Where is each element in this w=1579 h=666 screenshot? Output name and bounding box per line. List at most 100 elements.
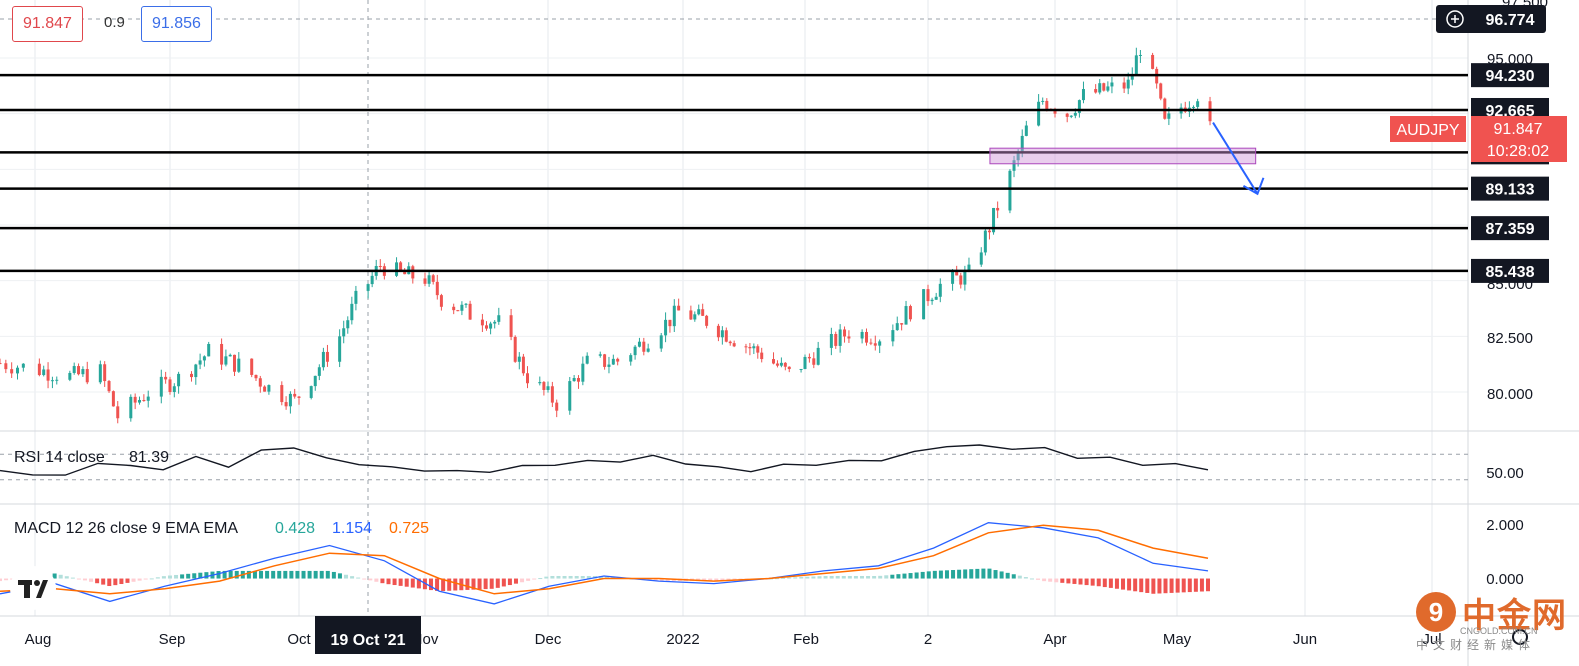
- rsi-tick: 50.00: [1486, 465, 1524, 482]
- candle-body: [756, 346, 760, 353]
- candle-body: [677, 305, 681, 311]
- macd-histogram-bar: [186, 573, 191, 579]
- candle-body: [1077, 100, 1081, 113]
- macd-histogram-bar: [835, 576, 840, 579]
- candle-body: [716, 325, 720, 338]
- candle-body: [1159, 83, 1163, 99]
- tradingview-logo[interactable]: [10, 566, 56, 610]
- macd-histogram-bar: [513, 578, 518, 584]
- macd-histogram-bar: [58, 574, 63, 579]
- symbol-tag-bg: [1390, 116, 1466, 142]
- candle-body: [297, 396, 301, 398]
- macd-histogram-bar: [325, 570, 330, 579]
- candle-body: [395, 262, 399, 276]
- candle-body: [366, 284, 370, 291]
- macd-histogram-bar: [1017, 575, 1022, 579]
- ask-price: 91.856: [152, 15, 201, 32]
- bid-price-box[interactable]: 91.847: [12, 6, 83, 42]
- macd-histogram-bar: [896, 574, 901, 579]
- macd-histogram-bar: [598, 576, 603, 579]
- symbol-tag: AUDJPY: [1396, 122, 1459, 139]
- macd-histogram-bar: [380, 578, 385, 584]
- macd-histogram-bar: [295, 570, 300, 579]
- candle-body: [987, 230, 991, 233]
- macd-histogram-bar: [137, 578, 142, 581]
- macd-histogram-bar: [853, 576, 858, 579]
- candle-body: [701, 309, 705, 316]
- macd-histogram-bar: [222, 570, 227, 579]
- macd-histogram-bar: [131, 578, 136, 582]
- macd-histogram-bar: [1054, 578, 1059, 583]
- candle-body: [904, 306, 908, 325]
- candle-body: [317, 367, 321, 376]
- ask-price-box[interactable]: 91.856: [141, 6, 212, 42]
- macd-histogram-bar: [1114, 578, 1119, 589]
- macd-histogram-bar: [228, 570, 233, 579]
- candle-body: [760, 352, 764, 360]
- macd-histogram-bar: [605, 576, 610, 579]
- level-label: 87.359: [1486, 221, 1535, 238]
- macd-tick: 2.000: [1486, 517, 1524, 534]
- macd-histogram-bar: [951, 570, 956, 579]
- candle-body: [509, 315, 513, 337]
- macd-value: 1.154: [332, 520, 372, 537]
- macd-histogram-bar: [1036, 578, 1041, 580]
- price-tick: 85.000: [1487, 276, 1533, 293]
- candle-body: [611, 358, 615, 365]
- macd-histogram-bar: [544, 576, 549, 579]
- macd-histogram-bar: [1090, 578, 1095, 586]
- bar-countdown: 10:28:02: [1487, 143, 1549, 160]
- macd-histogram-bar: [975, 568, 980, 579]
- candle-body: [697, 309, 701, 315]
- macd-histogram-bar: [847, 576, 852, 579]
- macd-histogram-bar: [495, 578, 500, 588]
- add-alert-icon[interactable]: [1446, 10, 1464, 28]
- candle-body: [873, 343, 877, 346]
- candle-body: [452, 306, 456, 311]
- watermark-url: CNGOLD.COM.CN: [1460, 626, 1538, 636]
- candle-body: [720, 330, 724, 338]
- macd-histogram-bar: [362, 578, 367, 580]
- candle-body: [1008, 170, 1012, 211]
- candle-body: [4, 363, 8, 370]
- candle-body: [399, 262, 403, 271]
- macd-histogram-bar: [781, 577, 786, 579]
- level-label-bg: [1471, 63, 1549, 88]
- macd-histogram-bar: [95, 578, 100, 584]
- candle-body: [1134, 55, 1138, 75]
- candle-body: [1126, 79, 1130, 89]
- candle-body: [878, 341, 882, 346]
- candle-body: [403, 270, 407, 275]
- candle-body: [207, 343, 211, 357]
- macd-histogram-bar: [82, 578, 87, 581]
- candle-body: [930, 299, 934, 302]
- macd-histogram-bar: [1108, 578, 1113, 588]
- candle-body: [456, 310, 460, 312]
- candle-body: [1065, 113, 1069, 117]
- macd-histogram-bar: [356, 577, 361, 579]
- candle-body: [1167, 113, 1171, 119]
- macd-histogram-bar: [1181, 578, 1186, 593]
- macd-histogram-bar: [465, 578, 470, 590]
- candle-body: [350, 303, 354, 321]
- macd-histogram-bar: [161, 576, 166, 579]
- macd-histogram-bar: [993, 570, 998, 579]
- time-axis-label: May: [1163, 631, 1192, 648]
- macd-histogram-bar: [125, 578, 130, 583]
- macd-histogram-bar: [246, 570, 251, 579]
- macd-histogram-bar: [526, 578, 531, 581]
- candle-body: [807, 356, 811, 359]
- candle-body: [288, 393, 292, 407]
- macd-histogram-bar: [702, 578, 707, 582]
- macd-histogram-bar: [319, 570, 324, 579]
- settings-gear-icon[interactable]: [1512, 629, 1528, 645]
- candle-body: [68, 372, 72, 380]
- candle-body: [142, 399, 146, 401]
- macd-histogram-bar: [1145, 578, 1150, 593]
- macd-histogram-bar: [392, 578, 397, 586]
- candle-body: [0, 363, 2, 365]
- candle-body: [250, 358, 254, 375]
- macd-histogram-bar: [884, 575, 889, 579]
